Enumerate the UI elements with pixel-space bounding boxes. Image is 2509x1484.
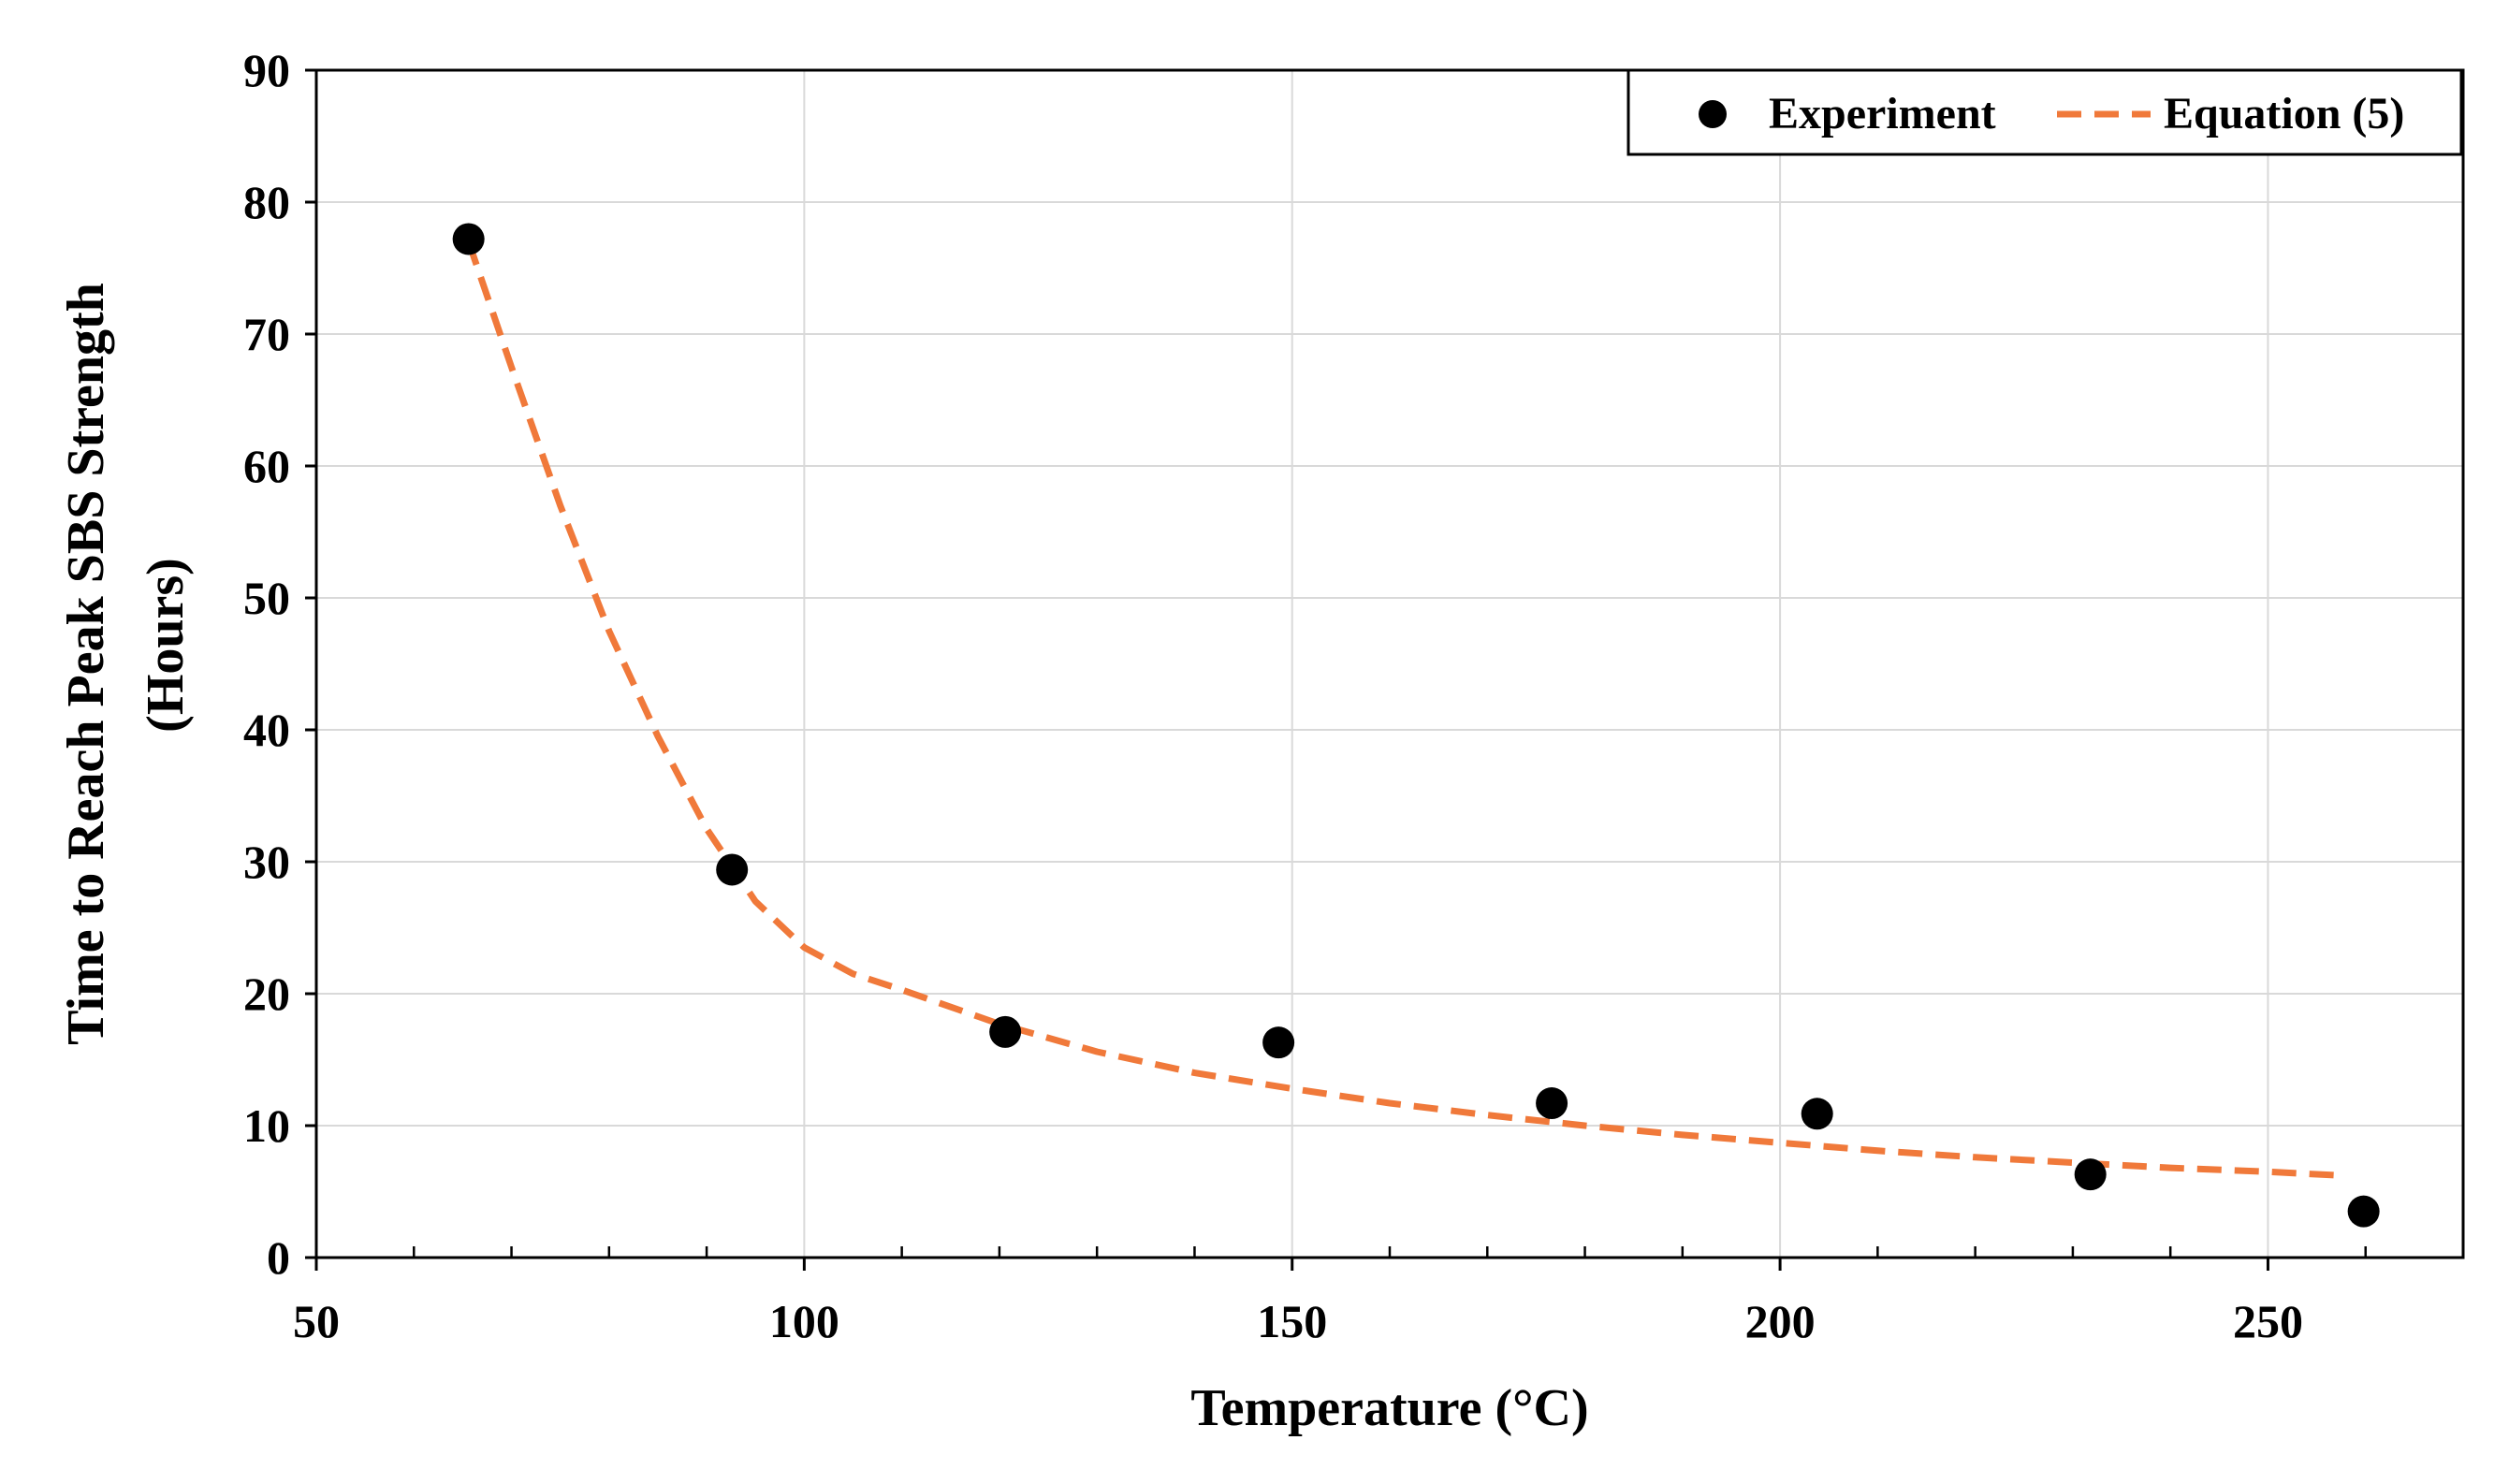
y-tick-label: 0	[267, 1231, 290, 1284]
x-tick-label: 250	[2233, 1295, 2303, 1347]
gridlines	[316, 70, 2463, 1258]
x-tick-label: 50	[293, 1295, 340, 1347]
axis-ticks	[305, 68, 2465, 1271]
legend: Experiment Equation (5)	[1626, 68, 2463, 156]
y-tick-label: 10	[243, 1099, 290, 1152]
tick-labels: 0 10 20 30 40 50 60 70 80 90 50 100 150 200 250	[243, 44, 2303, 1347]
experiment-point	[2074, 1158, 2107, 1191]
legend-label-experiment: Experiment	[1769, 89, 1996, 138]
equation-series	[465, 240, 2347, 1180]
x-tick-label: 100	[769, 1295, 839, 1347]
experiment-point	[452, 223, 485, 255]
experiment-point	[1262, 1026, 1295, 1059]
y-tick-label: 70	[243, 308, 290, 360]
x-tick-label: 200	[1745, 1295, 1816, 1347]
experiment-point	[2347, 1195, 2380, 1228]
experiment-series	[452, 223, 2380, 1228]
y-tick-label: 40	[243, 704, 290, 756]
legend-label-equation: Equation (5)	[2164, 89, 2404, 138]
legend-marker-experiment	[1699, 100, 1727, 128]
y-tick-label: 80	[243, 176, 290, 228]
y-axis-title-line1: Time to Reach Peak SBS Strength	[57, 283, 115, 1045]
plot-area-frame	[314, 68, 2465, 1259]
experiment-point	[989, 1015, 1022, 1048]
y-tick-label: 20	[243, 968, 290, 1020]
y-tick-label: 60	[243, 440, 290, 492]
y-tick-label: 90	[243, 44, 290, 96]
y-axis-title-line2: (Hours)	[137, 558, 195, 733]
x-tick-label: 150	[1257, 1295, 1327, 1347]
y-axis-title: Time to Reach Peak SBS Strength (Hours)	[57, 283, 195, 1045]
experiment-point	[1801, 1098, 1833, 1130]
legend-box	[1626, 68, 2463, 156]
experiment-point	[1536, 1087, 1568, 1120]
y-tick-label: 30	[243, 836, 290, 888]
experiment-point	[716, 853, 749, 886]
equation-curve	[465, 240, 2347, 1180]
y-tick-label: 50	[243, 572, 290, 624]
x-axis-title: Temperature (°C)	[1190, 1379, 1588, 1437]
